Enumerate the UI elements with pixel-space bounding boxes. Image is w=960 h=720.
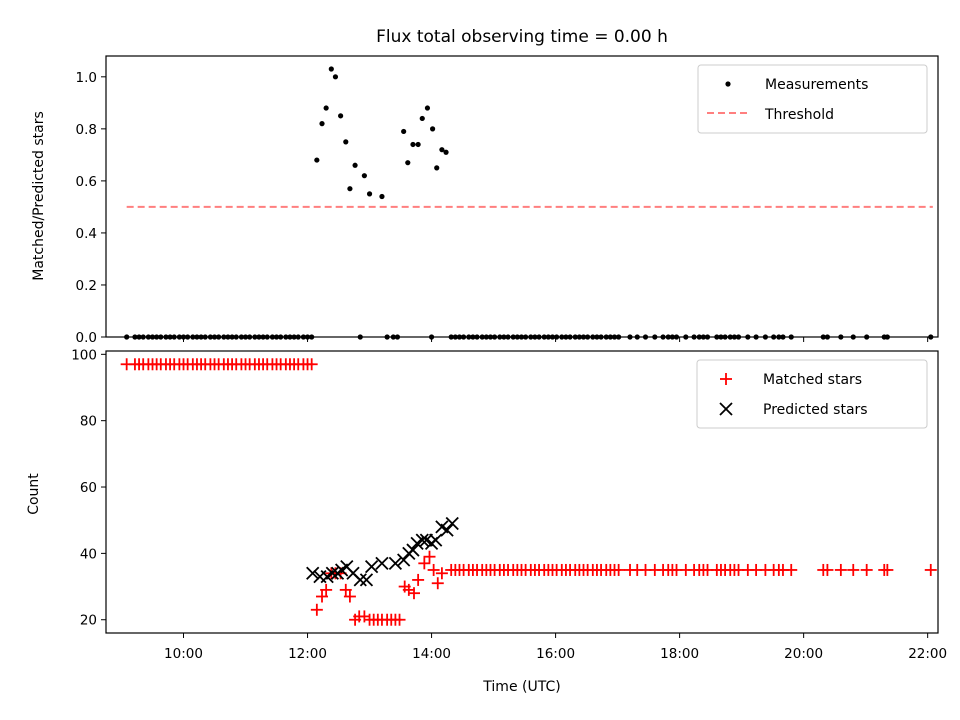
measurement-point	[352, 162, 358, 168]
matched-star-point	[339, 583, 352, 596]
legend-predicted-label: Predicted stars	[763, 402, 868, 418]
predicted-star-point	[429, 533, 443, 547]
measurement-point	[366, 191, 373, 197]
legend-measurements-label: Measurements	[765, 77, 868, 93]
matched-star-point	[418, 557, 431, 570]
measurement-point	[338, 113, 344, 119]
top-plot-y-axis-label: Matched/Predicted stars	[31, 111, 47, 281]
matched-star-point	[847, 563, 860, 576]
predicted-star-point	[325, 566, 339, 580]
top-y-tick-label: 0.0	[76, 330, 97, 346]
bottom-plot-y-axis-label: Count	[26, 473, 42, 515]
measurement-point	[415, 141, 421, 148]
measurement-point	[343, 139, 349, 145]
top-plot-legend: Measurements Threshold	[697, 64, 928, 134]
bottom-y-tick-label: 40	[80, 546, 97, 562]
bottom-x-tick-label: 22:00	[908, 646, 947, 662]
bottom-plot-frame	[105, 350, 939, 634]
matched-star-point	[785, 563, 798, 576]
bottom-plot-x-axis-label: Time (UTC)	[482, 679, 560, 695]
bottom-y-tick-label: 100	[71, 347, 97, 363]
predicted-star-point	[359, 573, 374, 587]
bottom-plot-x-ticks: 10:00 12:00 14:00 16:00 18:00 20:00 22:00	[164, 633, 947, 662]
measurement-point	[323, 105, 329, 111]
predicted-star-point	[415, 533, 429, 547]
predicted-star-point	[440, 523, 454, 537]
matched-star-point	[860, 563, 873, 576]
top-y-tick-label: 0.4	[76, 226, 97, 242]
bottom-x-tick-label: 16:00	[536, 646, 575, 662]
predicted-star-point	[353, 573, 367, 587]
measurement-point	[424, 105, 431, 111]
top-plot-y-ticks: 0.0 0.2 0.4 0.6 0.8 1.0	[76, 70, 106, 346]
top-y-tick-label: 0.2	[76, 278, 97, 294]
measurement-point	[419, 115, 425, 122]
measurement-point	[401, 128, 407, 135]
matched-star-point	[431, 577, 444, 590]
measurement-point	[405, 160, 411, 166]
predicted-star-point	[445, 516, 459, 531]
top-y-tick-label: 1.0	[76, 70, 97, 86]
top-legend-box	[697, 64, 928, 134]
measurement-point	[439, 147, 445, 153]
measurement-point	[434, 165, 440, 171]
legend-predicted-marker	[719, 402, 733, 416]
matched-star-point	[924, 563, 937, 576]
legend-matched-label: Matched stars	[763, 372, 862, 388]
matched-star-point	[612, 563, 625, 576]
top-plot-frame	[105, 55, 939, 338]
bottom-x-tick-label: 14:00	[412, 646, 451, 662]
bottom-legend-box	[696, 359, 928, 429]
measurement-point	[361, 173, 367, 179]
predicted-star-point	[306, 566, 320, 580]
predicted-star-point	[375, 556, 389, 570]
predicted-star-point	[364, 560, 379, 574]
matched-star-point	[407, 587, 420, 600]
measurement-point	[410, 141, 416, 148]
measurement-point	[314, 157, 320, 163]
top-plot-x-ticks	[183, 337, 929, 342]
matched-star-point	[821, 563, 834, 576]
matched-star-point	[393, 613, 406, 626]
bottom-y-tick-label: 60	[80, 480, 97, 496]
bottom-x-tick-label: 18:00	[660, 646, 699, 662]
matched-star-point	[427, 563, 440, 576]
matched-star-point	[423, 550, 436, 563]
matched-star-point	[881, 563, 894, 576]
measurement-point	[443, 149, 449, 155]
matched-star-point	[305, 358, 318, 371]
bottom-plot-y-ticks: 20 40 60 80 100	[71, 347, 106, 629]
matched-star-point	[834, 563, 847, 576]
legend-threshold-label: Threshold	[764, 107, 834, 123]
top-plot-title: Flux total observing time = 0.00 h	[376, 27, 668, 47]
bottom-x-tick-label: 12:00	[288, 646, 327, 662]
legend-measurements-marker	[725, 81, 731, 87]
top-y-tick-label: 0.8	[76, 122, 97, 138]
bottom-x-tick-label: 20:00	[784, 646, 823, 662]
top-y-tick-label: 0.6	[76, 174, 97, 190]
matched-star-point	[435, 567, 448, 580]
matched-star-point	[316, 590, 329, 603]
measurement-point	[328, 66, 334, 72]
matched-star-point	[343, 590, 356, 603]
top-plot: Flux total observing time = 0.00 h Match…	[31, 27, 939, 346]
legend-matched-marker	[720, 373, 732, 385]
bottom-y-tick-label: 80	[80, 414, 97, 430]
predicted-star-point	[388, 556, 403, 570]
matched-star-point	[412, 573, 425, 586]
measurement-point	[379, 193, 385, 200]
measurement-point	[319, 121, 325, 127]
measurement-point	[429, 126, 436, 132]
bottom-plot-marks	[120, 358, 937, 626]
matched-star-point	[320, 583, 333, 596]
bottom-x-tick-label: 10:00	[164, 646, 203, 662]
measurement-point	[332, 74, 339, 80]
bottom-plot-legend: Matched stars Predicted stars	[696, 359, 928, 429]
measurement-point	[347, 186, 353, 192]
bottom-y-tick-label: 20	[80, 613, 97, 629]
matched-star-point	[310, 603, 323, 616]
